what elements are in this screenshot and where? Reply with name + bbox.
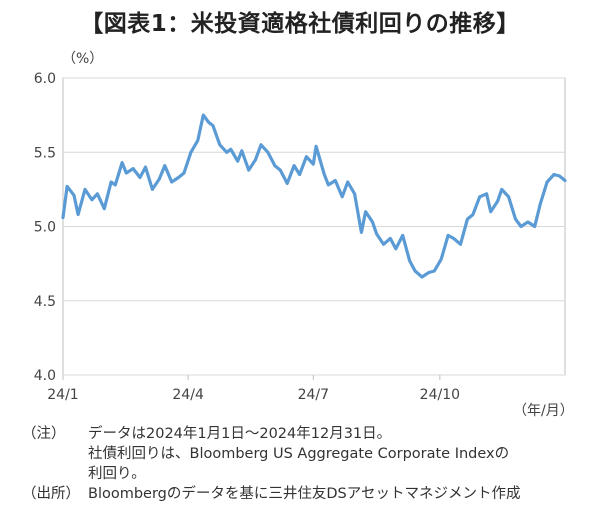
y-tick-labels: 4.0 4.5 5.0 5.5 6.0 <box>34 71 56 384</box>
y-tick-label: 4.0 <box>34 368 56 384</box>
x-tick-label: 24/1 <box>47 387 78 403</box>
source-text: Bloombergのデータを基に三井住友DSアセットマネジメント作成 <box>88 486 521 502</box>
series-layer <box>61 113 567 279</box>
x-axis-unit-label: （年/月） <box>513 403 574 419</box>
grid-layer <box>62 77 566 380</box>
y-tick-label: 6.0 <box>34 71 56 87</box>
series-line-corporate-yield <box>61 113 567 279</box>
note-line-2: 社債利回りは、Bloomberg US Aggregate Corporate … <box>88 446 510 462</box>
y-tick-label: 4.5 <box>34 294 56 310</box>
source-label: （出所） <box>22 486 80 502</box>
x-tick-labels: 24/1 24/4 24/7 24/10 <box>47 387 460 403</box>
note-line-1: データは2024年1月1日～2024年12月31日。 <box>88 426 392 442</box>
y-axis-unit-label: （%） <box>62 51 104 67</box>
chart-title: 【図表1：米投資適格社債利回りの推移】 <box>80 11 520 37</box>
x-tick-label: 24/10 <box>420 387 460 403</box>
y-tick-label: 5.5 <box>34 145 56 161</box>
y-tick-label: 5.0 <box>34 220 56 236</box>
footnotes: （注） データは2024年1月1日～2024年12月31日。 社債利回りは、Bl… <box>22 424 597 504</box>
x-tick-label: 24/4 <box>172 387 204 403</box>
note-label: （注） <box>22 426 66 442</box>
x-tick-label: 24/7 <box>298 387 329 403</box>
note-line-3: 利回り。 <box>88 466 146 482</box>
